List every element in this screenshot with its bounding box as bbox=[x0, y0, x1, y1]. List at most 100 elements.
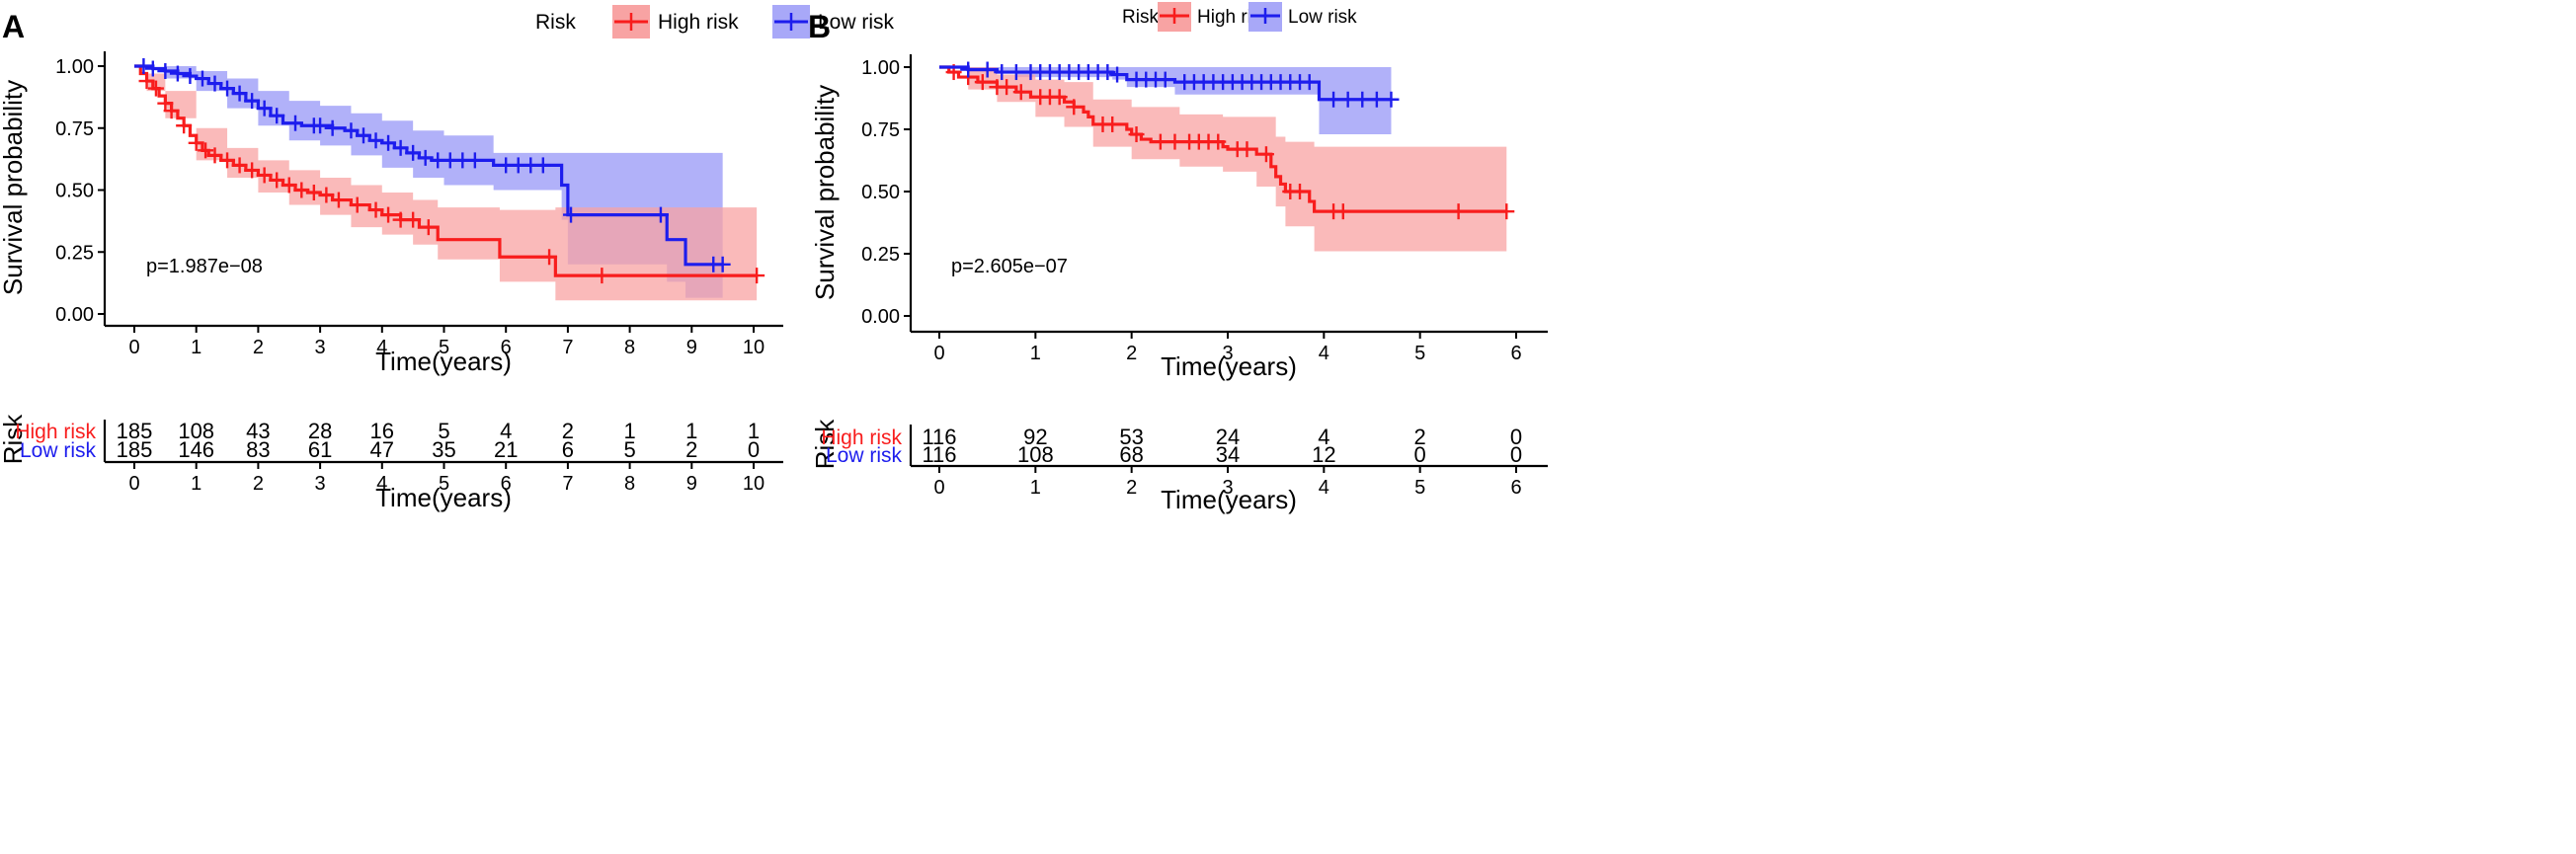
panel-1-censor-low-risk bbox=[1326, 91, 1342, 108]
panel-1-censor-high-risk bbox=[1210, 133, 1227, 150]
panel-0-censor-high-risk bbox=[206, 147, 223, 164]
panel-0-censor-low-risk bbox=[256, 100, 273, 116]
x-tick-label: 5 bbox=[1414, 343, 1425, 364]
x-tick-label: 2 bbox=[1126, 343, 1137, 364]
panel-1-censor-high-risk bbox=[1450, 203, 1467, 220]
panel-a-risk-row-high-label: High risk bbox=[15, 421, 96, 443]
risk-count-low: 0 bbox=[1414, 442, 1426, 467]
risk-x-tick-label: 8 bbox=[624, 473, 635, 495]
panel-b-risk-row-low-label: Low risk bbox=[826, 444, 903, 467]
panel-b-risk-xlabel: Time(years) bbox=[1161, 485, 1297, 514]
risk-count-low: 34 bbox=[1216, 442, 1240, 467]
panel-0-censor-low-risk bbox=[206, 75, 223, 92]
x-tick-label: 6 bbox=[1510, 343, 1521, 364]
panel-a-pvalue: p=1.987e−08 bbox=[146, 256, 263, 277]
y-tick-label: 0.00 bbox=[55, 304, 94, 326]
panel-0-censor-low-risk bbox=[182, 68, 199, 85]
risk-count-low: 0 bbox=[748, 437, 760, 462]
panel-0-censor-low-risk bbox=[287, 115, 304, 131]
panel-0-censor-low-risk bbox=[312, 117, 329, 134]
panel-1-censor-high-risk bbox=[1012, 84, 1029, 101]
risk-count-low: 21 bbox=[494, 437, 518, 462]
risk-x-tick-label: 7 bbox=[562, 473, 573, 495]
panel-0-censor-low-risk bbox=[231, 85, 248, 102]
panel-b-label: B bbox=[808, 9, 831, 44]
x-tick-label: 3 bbox=[315, 337, 326, 358]
panel-0-censor-low-risk bbox=[652, 206, 669, 223]
panel-1-censor-high-risk bbox=[974, 74, 991, 91]
panel-b-risk-title: Risk bbox=[810, 419, 840, 470]
x-tick-label: 5 bbox=[439, 337, 449, 358]
x-tick-label: 0 bbox=[128, 337, 139, 358]
panel-a-risk-row-low-label: Low risk bbox=[20, 439, 97, 462]
x-tick-label: 6 bbox=[501, 337, 512, 358]
risk-count-low: 0 bbox=[1510, 442, 1522, 467]
panel-a-ylabel: Survival probability bbox=[0, 80, 28, 295]
panel-b-legend-low: Low risk bbox=[1288, 7, 1357, 28]
panel-1-censor-high-risk bbox=[999, 79, 1015, 96]
x-tick-label: 1 bbox=[1030, 343, 1041, 364]
risk-x-tick-label: 0 bbox=[128, 473, 139, 495]
panel-1-censor-low-risk bbox=[994, 64, 1010, 81]
panel-0-censor-high-risk bbox=[269, 172, 285, 189]
panel-0-censor-low-risk bbox=[194, 70, 210, 87]
panel-0-censor-high-risk bbox=[541, 249, 558, 266]
risk-count-low: 116 bbox=[922, 442, 956, 467]
risk-x-tick-label: 6 bbox=[501, 473, 512, 495]
panel-1-censor-low-risk bbox=[1368, 91, 1385, 108]
y-tick-label: 0.50 bbox=[861, 182, 900, 203]
y-tick-label: 0.75 bbox=[861, 119, 900, 141]
panel-0-censor-low-risk bbox=[405, 144, 422, 161]
risk-count-low: 2 bbox=[685, 437, 697, 462]
risk-count-low: 68 bbox=[1119, 442, 1143, 467]
x-tick-label: 10 bbox=[743, 337, 765, 358]
panel-1-censor-low-risk bbox=[1157, 71, 1173, 88]
risk-count-high: 16 bbox=[370, 419, 394, 443]
risk-x-tick-label: 1 bbox=[1030, 477, 1041, 499]
risk-x-tick-label: 3 bbox=[1222, 477, 1233, 499]
panel-1-censor-high-risk bbox=[1104, 116, 1121, 132]
risk-x-tick-label: 5 bbox=[439, 473, 449, 495]
panel-1-censor-low-risk bbox=[1339, 91, 1356, 108]
panel-1-censor-high-risk bbox=[1167, 133, 1183, 150]
panel-0-censor-low-risk bbox=[563, 206, 580, 223]
risk-count-high: 185 bbox=[117, 419, 153, 443]
panel-1-censor-high-risk bbox=[1152, 133, 1168, 150]
panel-a-legend-title: Risk bbox=[535, 11, 576, 34]
x-tick-label: 0 bbox=[933, 343, 944, 364]
risk-x-tick-label: 1 bbox=[191, 473, 201, 495]
panel-1-censor-high-risk bbox=[1334, 203, 1351, 220]
panel-0-censor-low-risk bbox=[417, 149, 434, 166]
panel-0-censor-high-risk bbox=[349, 196, 365, 213]
panel-a-xlabel: Time(years) bbox=[375, 347, 512, 376]
y-tick-label: 0.00 bbox=[861, 306, 900, 328]
risk-count-high: 1 bbox=[748, 419, 760, 443]
x-tick-label: 3 bbox=[1222, 343, 1233, 364]
panel-a-plot bbox=[134, 58, 765, 301]
panel-0-censor-high-risk bbox=[318, 187, 335, 203]
panel-0-censor-low-risk bbox=[392, 139, 409, 156]
risk-count-high: 28 bbox=[308, 419, 332, 443]
x-tick-label: 2 bbox=[253, 337, 264, 358]
panel-0-censor-low-risk bbox=[466, 152, 483, 169]
risk-count-low: 12 bbox=[1312, 442, 1335, 467]
panel-0-censor-high-risk bbox=[256, 167, 273, 184]
panel-0-censor-low-risk bbox=[534, 157, 551, 174]
panel-0-censor-low-risk bbox=[343, 122, 360, 139]
risk-count-low: 185 bbox=[117, 437, 153, 462]
risk-x-tick-label: 6 bbox=[1510, 477, 1521, 499]
panel-b-risk-ticks: 0 1 2 3 4 5 6 bbox=[933, 466, 1522, 499]
panel-1-censor-high-risk bbox=[1128, 126, 1145, 143]
panel-0-censor-high-risk bbox=[420, 219, 437, 236]
panel-0-censor-high-risk bbox=[594, 268, 610, 284]
panel-a-legend-high: High risk bbox=[658, 11, 739, 34]
risk-count-low: 108 bbox=[1017, 442, 1054, 467]
x-tick-label: 7 bbox=[562, 337, 573, 358]
panel-0-censor-high-risk bbox=[367, 201, 384, 218]
panel-0-censor-high-risk bbox=[188, 134, 204, 151]
panel-0-censor-low-risk bbox=[324, 119, 341, 136]
risk-x-tick-label: 0 bbox=[933, 477, 944, 499]
risk-count-high: 5 bbox=[438, 419, 449, 443]
risk-count-high: 116 bbox=[922, 425, 956, 449]
